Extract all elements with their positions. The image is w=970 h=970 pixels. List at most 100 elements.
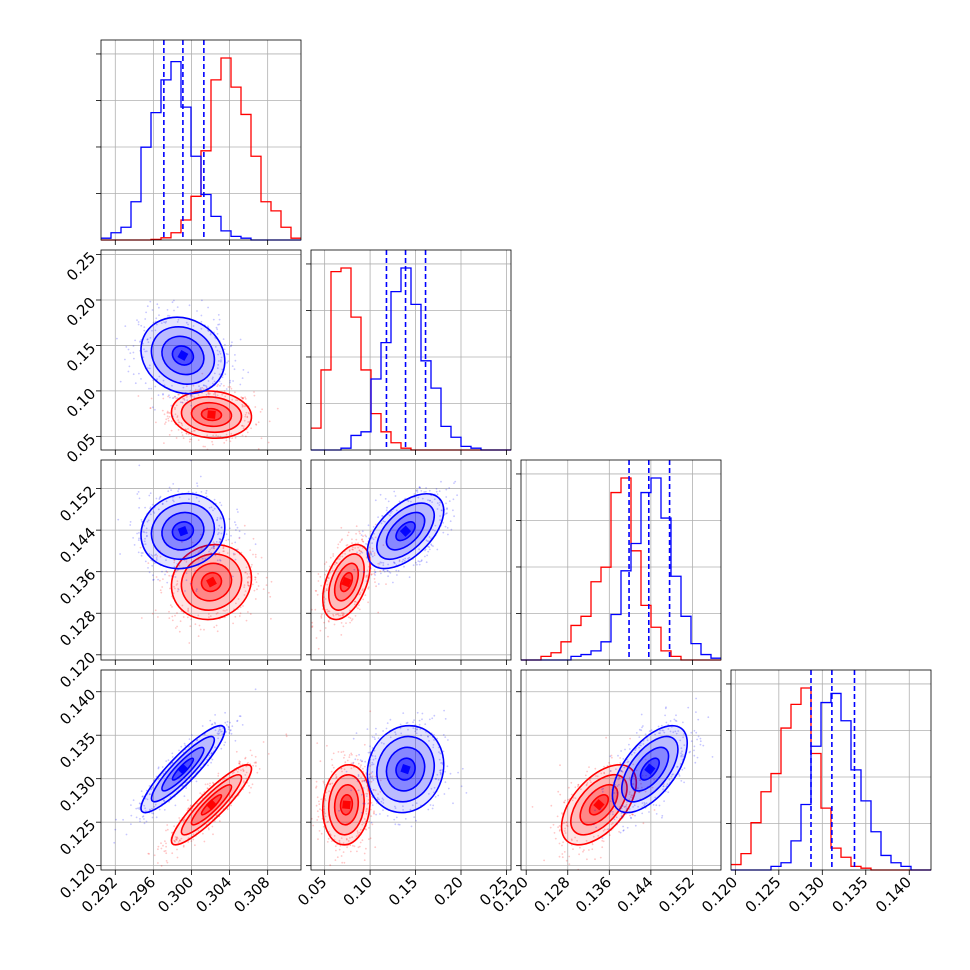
- sample-point: [653, 809, 656, 811]
- sample-point: [143, 524, 146, 527]
- sample-point: [332, 555, 335, 557]
- red-contour: [560, 763, 638, 846]
- sample-point: [419, 487, 421, 489]
- sample-point: [243, 781, 245, 784]
- sample-point: [610, 754, 613, 757]
- sample-point: [365, 580, 368, 583]
- sample-point: [235, 548, 238, 551]
- sample-point: [236, 719, 239, 722]
- sample-point: [415, 561, 417, 564]
- sample-point: [226, 720, 229, 723]
- sample-point: [220, 517, 223, 520]
- sample-point: [340, 526, 343, 529]
- sample-point: [205, 393, 208, 396]
- sample-point: [367, 790, 369, 792]
- sample-point: [122, 818, 124, 821]
- sample-point: [234, 391, 236, 394]
- sample-point: [205, 386, 208, 388]
- sample-point: [683, 744, 686, 747]
- sample-point: [630, 794, 633, 797]
- sample-point: [139, 340, 142, 343]
- sample-point: [193, 429, 196, 432]
- sample-point: [184, 590, 186, 592]
- sample-point: [177, 588, 180, 591]
- sample-point: [235, 750, 238, 753]
- sample-point: [361, 530, 364, 533]
- sample-point: [570, 781, 573, 784]
- sample-point: [351, 753, 353, 756]
- sample-point: [402, 809, 404, 811]
- sample-point: [357, 789, 360, 792]
- sample-point: [213, 626, 216, 629]
- sample-point: [443, 793, 446, 795]
- sample-point: [379, 813, 381, 815]
- sample-point: [438, 758, 441, 761]
- sample-point: [200, 491, 203, 493]
- sample-point: [129, 524, 132, 526]
- sample-point: [373, 554, 376, 556]
- sample-point: [224, 344, 226, 346]
- sample-point: [218, 360, 220, 362]
- sample-point: [621, 817, 624, 819]
- sample-point: [140, 324, 143, 327]
- sample-point: [190, 394, 193, 397]
- sample-point: [620, 763, 622, 765]
- sample-point: [155, 576, 158, 578]
- sample-point: [369, 566, 372, 569]
- sample-point: [159, 495, 162, 498]
- sample-point: [213, 721, 216, 724]
- sample-point: [176, 590, 179, 593]
- sample-point: [558, 855, 561, 858]
- sample-point: [163, 413, 166, 416]
- sample-point: [176, 569, 178, 572]
- sample-point: [702, 744, 705, 747]
- sample-point: [145, 535, 148, 538]
- sample-point: [585, 839, 588, 842]
- sample-point: [382, 520, 385, 523]
- sample-point: [221, 779, 224, 781]
- sample-point: [139, 341, 142, 343]
- sample-point: [167, 759, 170, 761]
- sample-point: [210, 753, 213, 755]
- sample-point: [359, 532, 361, 535]
- sample-point: [215, 434, 218, 437]
- sample-point: [254, 688, 257, 691]
- sample-point: [446, 508, 448, 511]
- sample-point: [645, 774, 647, 777]
- sample-point: [428, 499, 431, 502]
- sample-point: [251, 583, 254, 586]
- sample-point: [367, 601, 369, 604]
- y-tick-label: 0.135: [56, 729, 99, 772]
- sample-point: [189, 438, 191, 441]
- sample-point: [342, 612, 344, 615]
- sample-point: [197, 439, 200, 441]
- sample-point: [231, 398, 234, 401]
- sample-point: [328, 620, 330, 623]
- sample-point: [577, 784, 580, 786]
- sample-point: [680, 752, 682, 755]
- sample-point: [161, 502, 164, 505]
- sample-point: [350, 619, 353, 622]
- sample-point: [409, 808, 412, 811]
- sample-point: [172, 415, 174, 418]
- sample-point: [137, 395, 140, 397]
- sample-point: [183, 820, 185, 822]
- sample-point: [361, 823, 364, 826]
- sample-point: [361, 551, 364, 554]
- sample-point: [153, 512, 156, 514]
- y-tick-label: 0.20: [63, 294, 99, 330]
- sample-point: [151, 812, 153, 814]
- sample-point: [325, 561, 328, 564]
- sample-point: [369, 837, 372, 840]
- sample-point: [326, 583, 329, 586]
- sample-point: [137, 539, 140, 541]
- sample-point: [667, 791, 670, 794]
- sample-point: [386, 506, 388, 509]
- sample-point: [416, 491, 419, 493]
- sample-point: [674, 719, 677, 722]
- sample-point: [441, 769, 444, 771]
- sample-point: [218, 726, 221, 729]
- sample-point: [352, 737, 355, 740]
- sample-point: [652, 804, 655, 806]
- sample-point: [682, 755, 684, 758]
